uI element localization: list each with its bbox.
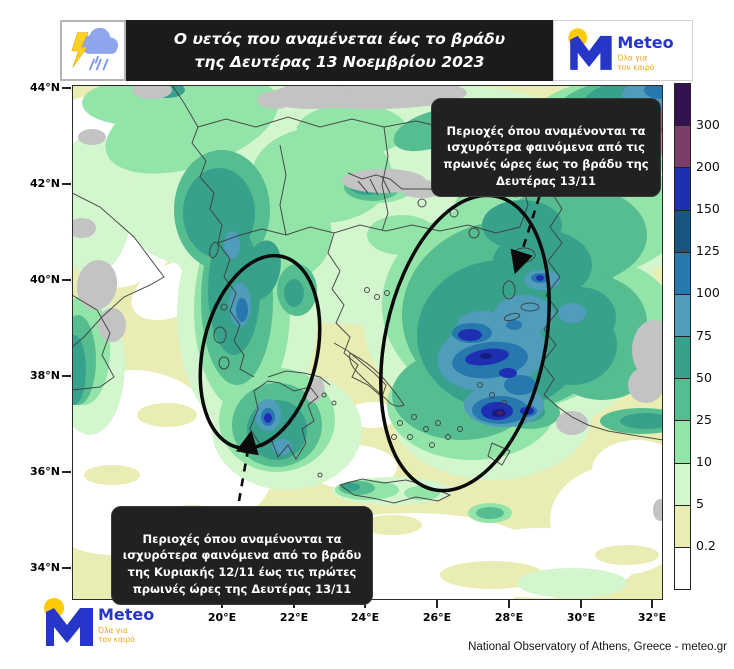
colorbar-segment — [675, 252, 690, 295]
colorbar-segment — [675, 547, 690, 590]
map-title-line1: Ο υετός που αναμένεται έως το βράδυ — [173, 30, 506, 49]
attribution-text: National Observatory of Athens, Greece -… — [468, 641, 727, 653]
colorbar-label: 75 — [696, 327, 712, 343]
meteo-logo-box-footer: Meteo Όλα για τον καιρό — [40, 596, 160, 660]
colorbar-label: 25 — [696, 411, 712, 427]
lon-tick — [580, 600, 582, 608]
lon-tick-label: 24°E — [350, 611, 380, 624]
meteo-logo-box-header: Meteo Όλα για τον καιρό — [553, 20, 693, 81]
meteo-logo-footer: Meteo Όλα για τον καιρό — [44, 598, 154, 646]
lon-tick — [651, 600, 653, 608]
lat-tick — [62, 567, 71, 569]
colorbar-label: 300 — [696, 117, 720, 133]
lon-tick-label: 28°E — [494, 611, 524, 624]
colorbar-segment — [675, 505, 690, 548]
map-title-line2: της Δευτέρας 13 Νοεμβρίου 2023 — [194, 52, 485, 71]
lat-tick-label: 40°N — [29, 273, 60, 286]
colorbar-segment — [675, 379, 690, 422]
colorbar-label: 125 — [696, 243, 720, 259]
annotation-arrows — [235, 181, 546, 502]
lon-tick-label: 20°E — [207, 611, 237, 624]
lat-tick — [62, 183, 71, 185]
colorbar-segment — [675, 210, 690, 253]
colorbar-label: 100 — [696, 285, 720, 301]
lon-tick — [436, 600, 438, 608]
colorbar-segment — [675, 463, 690, 506]
map-title-banner: Ο υετός που αναμένεται έως το βράδυ της … — [126, 20, 553, 81]
meteo-logo-tagline1: Όλα για — [616, 53, 647, 62]
storm-icon-box — [60, 20, 126, 81]
lat-tick-label: 34°N — [29, 561, 60, 574]
colorbar-segment — [675, 337, 690, 380]
colorbar-segment — [675, 84, 690, 127]
lon-tick — [508, 600, 510, 608]
annotation-text-west: Περιοχές όπου αναμένονται τα ισχυρότερα … — [122, 531, 362, 596]
lon-tick-label: 32°E — [637, 611, 667, 624]
colorbar-label: 0.2 — [696, 537, 716, 553]
lon-tick-label: 22°E — [279, 611, 309, 624]
meteo-logo-name: Meteo — [98, 605, 154, 624]
colorbar-label: 10 — [696, 453, 712, 469]
colorbar-label: 200 — [696, 159, 720, 175]
meteo-logo-name: Meteo — [617, 33, 673, 52]
meteo-logo-tagline2: τον καιρό — [617, 62, 654, 71]
colorbar-label: 5 — [696, 495, 704, 511]
lat-tick — [62, 279, 71, 281]
lat-tick-label: 36°N — [29, 465, 60, 478]
lat-tick-label: 38°N — [29, 369, 60, 382]
colorbar-label: 50 — [696, 369, 712, 385]
arrow-to-west-ellipse — [235, 430, 259, 502]
colorbar-segment — [675, 421, 690, 464]
precipitation-colorbar — [674, 83, 691, 590]
storm-cloud-lightning-rain-icon — [71, 27, 119, 70]
meteo-logo-tagline2: τον καιρό — [98, 635, 135, 644]
lat-tick-label: 42°N — [29, 177, 60, 190]
lat-tick — [62, 87, 71, 89]
colorbar-label: 150 — [696, 201, 720, 217]
meteo-m-icon — [46, 608, 93, 646]
annotation-box-west: Περιοχές όπου αναμένονται τα ισχυρότερα … — [111, 506, 373, 606]
annotation-box-east: Περιοχές όπου αναμένονται τα ισχυρότερα … — [431, 98, 661, 198]
annotation-text-east: Περιοχές όπου αναμένονται τα ισχυρότερα … — [443, 123, 649, 188]
meteo-logo: Meteo Όλα για τον καιρό — [568, 27, 674, 71]
precip-zone-dark-cores — [480, 353, 506, 417]
colorbar-segment — [675, 294, 690, 338]
lon-tick-label: 30°E — [566, 611, 596, 624]
lat-tick — [62, 375, 71, 377]
meteo-m-icon — [570, 35, 612, 70]
lon-tick-label: 26°E — [422, 611, 452, 624]
colorbar-segment — [675, 168, 690, 211]
lat-tick — [62, 471, 71, 473]
meteo-logo-tagline1: Όλα για — [97, 626, 128, 635]
colorbar-segment — [675, 126, 690, 169]
lat-tick-label: 44°N — [29, 81, 60, 94]
